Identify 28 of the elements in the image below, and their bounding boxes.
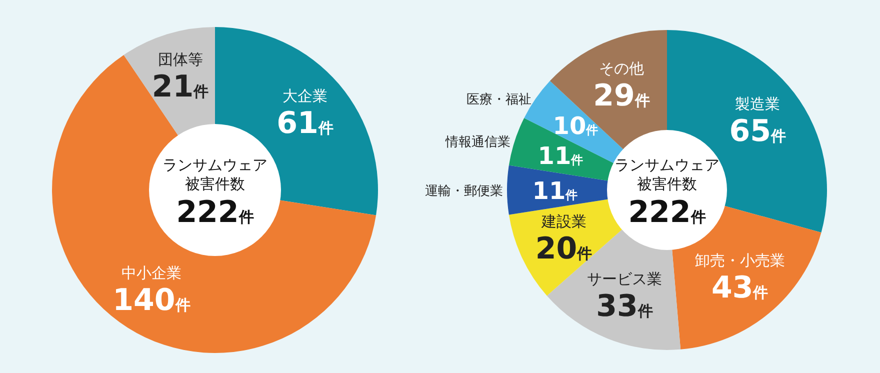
text: 被害件数 (637, 175, 697, 193)
data-label: 10件 (552, 112, 598, 140)
slice-label: 情報通信業 (444, 134, 511, 150)
data-label: 140件 (112, 283, 190, 318)
slice-label: 大企業 (282, 86, 328, 105)
slice-label: 医療・福祉 (466, 92, 532, 108)
slice-label: 団体等 (158, 50, 203, 69)
text: ランサムウェア (162, 156, 268, 174)
slice-label: 運輸・郵便業 (425, 184, 503, 199)
text: 被害件数 (185, 175, 245, 193)
data-label: 11件 (532, 177, 578, 205)
text: 222件 (628, 195, 706, 230)
slice-label: サービス業 (586, 270, 662, 288)
slice-label: 製造業 (735, 94, 780, 113)
data-label: 33件 (596, 288, 653, 324)
data-label: 61件 (276, 106, 334, 141)
data-label: 29件 (593, 78, 650, 114)
text: 222件 (176, 195, 254, 230)
slice-label: 中小企業 (121, 264, 182, 282)
slice-label: 建設業 (540, 212, 586, 230)
data-label: 43件 (711, 270, 768, 306)
data-label: 21件 (152, 70, 209, 105)
data-label: 11件 (538, 142, 584, 170)
text: ランサムウェア (614, 156, 720, 174)
data-label: 65件 (729, 114, 786, 149)
slice-label: 卸売・小売業 (694, 252, 785, 270)
slice-label: その他 (599, 59, 644, 78)
data-label: 20件 (535, 231, 592, 266)
